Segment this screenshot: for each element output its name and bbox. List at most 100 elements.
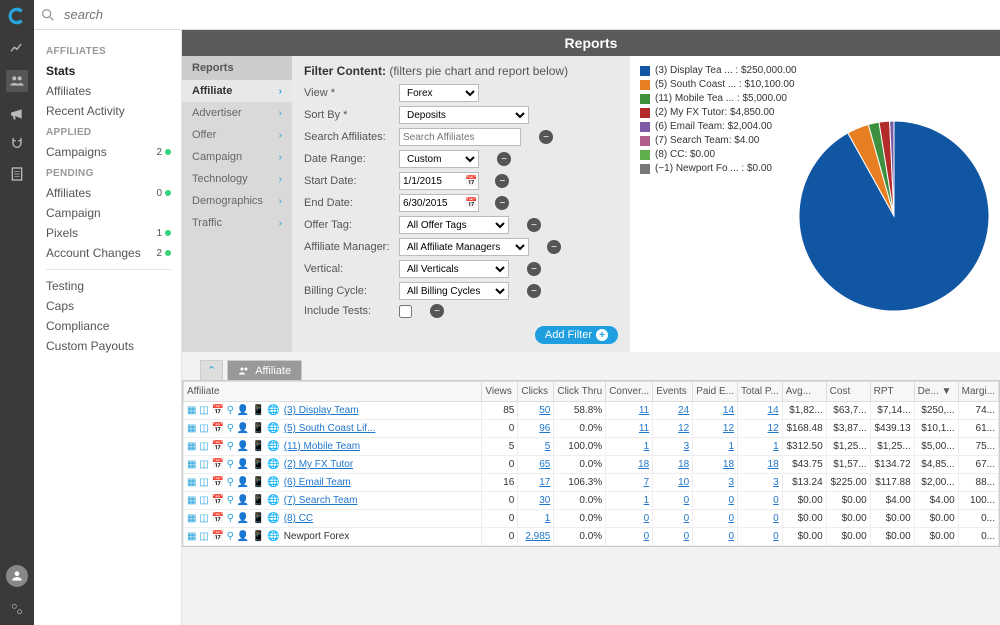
grid-tabs: ⌃ Affiliate [200, 360, 1000, 380]
sidebar-item[interactable]: Affiliates [46, 81, 171, 101]
sidebar-item[interactable]: Campaigns2 [46, 142, 171, 162]
search-affiliates-input[interactable] [399, 128, 521, 146]
sidebar-item[interactable]: Stats [46, 61, 171, 81]
column-header[interactable]: Events [653, 382, 693, 402]
chart-pane: (3) Display Tea ... : $250,000.00(5) Sou… [630, 56, 1000, 352]
remove-filter-icon[interactable]: − [527, 284, 541, 298]
affiliate-tab-label: Affiliate [255, 365, 291, 377]
sidebar-item[interactable]: Account Changes2 [46, 243, 171, 263]
table-row: ▦ ◫ 📅 ⚲ 👤 📱 🌐(5) South Coast Lif...0960.… [184, 420, 999, 438]
report-nav-item[interactable]: Campaign› [182, 146, 292, 168]
column-header[interactable]: Views [482, 382, 518, 402]
report-nav-item[interactable]: Traffic› [182, 212, 292, 234]
remove-filter-icon[interactable]: − [539, 130, 553, 144]
sidebar-item[interactable]: Affiliates0 [46, 183, 171, 203]
column-header[interactable]: De... ▼ [914, 382, 958, 402]
column-header[interactable]: Avg... [782, 382, 826, 402]
table-row: ▦ ◫ 📅 ⚲ 👤 📱 🌐(6) Email Team1617106.3%710… [184, 474, 999, 492]
remove-filter-icon[interactable]: − [430, 304, 444, 318]
sidebar-item[interactable]: Campaign [46, 203, 171, 223]
end-date-input[interactable] [399, 194, 479, 212]
sidebar-item[interactable]: Compliance [46, 316, 171, 336]
affmgr-select[interactable]: All Affiliate Managers [399, 238, 529, 256]
column-header[interactable]: Margi... [958, 382, 998, 402]
affiliate-cell[interactable]: ▦ ◫ 📅 ⚲ 👤 📱 🌐(2) My FX Tutor [184, 456, 482, 474]
user-avatar[interactable] [6, 565, 28, 587]
affiliate-tab[interactable]: Affiliate [227, 360, 302, 380]
remove-filter-icon[interactable]: − [547, 240, 561, 254]
row-action-icons[interactable]: ▦ ◫ 📅 ⚲ 👤 📱 🌐 [187, 531, 280, 542]
column-header[interactable]: Clicks [518, 382, 554, 402]
sidebar-group-title: AFFILIATES [46, 46, 171, 57]
include-tests-checkbox[interactable] [399, 305, 412, 318]
magnet-icon[interactable] [9, 136, 25, 152]
remove-filter-icon[interactable]: − [495, 196, 509, 210]
filter-pane: Filter Content: (filters pie chart and r… [292, 56, 630, 352]
daterange-select[interactable]: Custom [399, 150, 479, 168]
column-header[interactable]: Conver... [606, 382, 653, 402]
megaphone-icon[interactable] [9, 106, 25, 122]
row-action-icons[interactable]: ▦ ◫ 📅 ⚲ 👤 📱 🌐 [187, 423, 280, 434]
plus-icon: + [596, 329, 608, 341]
view-select[interactable]: Forex [399, 84, 479, 102]
column-header[interactable]: Affiliate [184, 382, 482, 402]
row-action-icons[interactable]: ▦ ◫ 📅 ⚲ 👤 📱 🌐 [187, 477, 280, 488]
column-header[interactable]: Paid E... [693, 382, 738, 402]
search-icon [40, 7, 56, 23]
settings-icon[interactable] [9, 601, 25, 617]
row-action-icons[interactable]: ▦ ◫ 📅 ⚲ 👤 📱 🌐 [187, 459, 280, 470]
remove-filter-icon[interactable]: − [495, 174, 509, 188]
filter-label: Offer Tag: [304, 219, 399, 231]
filter-title-rest: (filters pie chart and report below) [389, 64, 568, 78]
report-nav-item[interactable]: Affiliate› [182, 80, 292, 102]
sidebar-item[interactable]: Testing [46, 276, 171, 296]
remove-filter-icon[interactable]: − [527, 262, 541, 276]
report-nav-item[interactable]: Technology› [182, 168, 292, 190]
affiliate-cell[interactable]: ▦ ◫ 📅 ⚲ 👤 📱 🌐(11) Mobile Team [184, 438, 482, 456]
sidebar-item[interactable]: Pixels1 [46, 223, 171, 243]
row-action-icons[interactable]: ▦ ◫ 📅 ⚲ 👤 📱 🌐 [187, 495, 280, 506]
report-nav-item[interactable]: Demographics› [182, 190, 292, 212]
vertical-select[interactable]: All Verticals [399, 260, 509, 278]
filter-label: Include Tests: [304, 305, 399, 317]
column-header[interactable]: Total P... [738, 382, 783, 402]
affiliate-cell[interactable]: ▦ ◫ 📅 ⚲ 👤 📱 🌐(8) CC [184, 510, 482, 528]
people-icon[interactable] [6, 70, 28, 92]
column-header[interactable]: RPT [870, 382, 914, 402]
search-input[interactable] [64, 7, 364, 22]
top-bar [0, 0, 1000, 30]
start-date-input[interactable] [399, 172, 479, 190]
sort-select[interactable]: Deposits [399, 106, 529, 124]
sidebar-item[interactable]: Caps [46, 296, 171, 316]
report-nav-title: Reports [182, 56, 292, 80]
reports-header: Reports [182, 30, 1000, 56]
sidebar-item[interactable]: Recent Activity [46, 101, 171, 121]
filter-label: Sort By * [304, 109, 399, 121]
table-row: ▦ ◫ 📅 ⚲ 👤 📱 🌐(3) Display Team855058.8%11… [184, 402, 999, 420]
billing-select[interactable]: All Billing Cycles [399, 282, 509, 300]
row-action-icons[interactable]: ▦ ◫ 📅 ⚲ 👤 📱 🌐 [187, 405, 280, 416]
remove-filter-icon[interactable]: − [527, 218, 541, 232]
row-action-icons[interactable]: ▦ ◫ 📅 ⚲ 👤 📱 🌐 [187, 513, 280, 524]
chart-icon[interactable] [9, 40, 25, 56]
filter-title-bold: Filter Content: [304, 64, 386, 78]
affiliate-cell[interactable]: ▦ ◫ 📅 ⚲ 👤 📱 🌐(6) Email Team [184, 474, 482, 492]
sidebar-item[interactable]: Custom Payouts [46, 336, 171, 356]
remove-filter-icon[interactable]: − [497, 152, 511, 166]
affiliate-cell[interactable]: ▦ ◫ 📅 ⚲ 👤 📱 🌐(3) Display Team [184, 402, 482, 420]
collapse-tab[interactable]: ⌃ [200, 360, 223, 380]
column-header[interactable]: Click Thru [554, 382, 606, 402]
report-nav-item[interactable]: Advertiser› [182, 102, 292, 124]
report-nav-item[interactable]: Offer› [182, 124, 292, 146]
offertag-select[interactable]: All Offer Tags [399, 216, 509, 234]
calculator-icon[interactable] [9, 166, 25, 182]
affiliate-cell[interactable]: ▦ ◫ 📅 ⚲ 👤 📱 🌐Newport Forex [184, 528, 482, 546]
column-header[interactable]: Cost [826, 382, 870, 402]
add-filter-button[interactable]: Add Filter+ [535, 326, 618, 344]
affiliate-cell[interactable]: ▦ ◫ 📅 ⚲ 👤 📱 🌐(5) South Coast Lif... [184, 420, 482, 438]
row-action-icons[interactable]: ▦ ◫ 📅 ⚲ 👤 📱 🌐 [187, 441, 280, 452]
filter-label: View * [304, 87, 399, 99]
table-row: ▦ ◫ 📅 ⚲ 👤 📱 🌐(11) Mobile Team55100.0%131… [184, 438, 999, 456]
affiliate-cell[interactable]: ▦ ◫ 📅 ⚲ 👤 📱 🌐(7) Search Team [184, 492, 482, 510]
filter-label: Start Date: [304, 175, 399, 187]
